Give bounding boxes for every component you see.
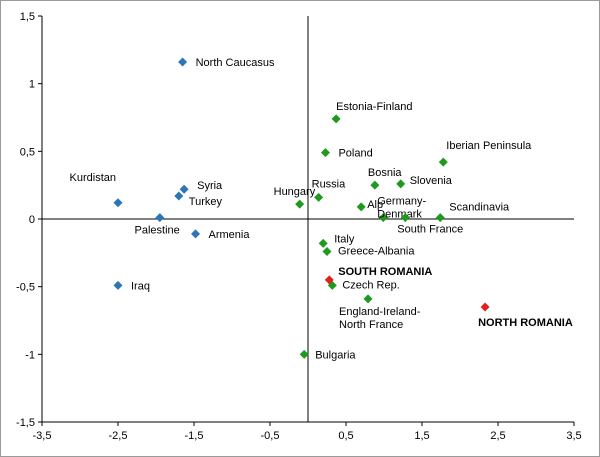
point-armenia [191,229,201,239]
point-label-iberian-peninsula: Iberian Peninsula [446,140,532,152]
point-south-france [400,213,410,223]
point-label-hungary: Hungary [274,186,316,198]
x-tick-label: -1,5 [185,430,204,442]
point-palestine [155,213,165,223]
point-label-south-romania: SOUTH ROMANIA [338,266,432,278]
y-tick-label: 0 [29,214,35,226]
x-tick-label: -0,5 [261,430,280,442]
point-label-poland: Poland [338,148,372,160]
y-tick-label: -1,5 [16,417,35,429]
point-italy [318,238,328,248]
point-label-bosnia: Bosnia [368,167,403,179]
point-label-czech-rep: Czech Rep. [342,279,399,291]
x-tick-label: -3,5 [33,430,52,442]
x-tick-label: -2,5 [109,430,128,442]
plot-area: -3,5 -2,5 -1,5 -0,5 0,5 1,5 2,5 3,5 1,5 1 0,5 0 -0,5… [16,11,582,442]
point-label-slovenia: Slovenia [410,175,453,187]
y-tick-label: 1 [29,79,35,91]
point-label-syria: Syria [197,180,223,192]
point-label-italy: Italy [334,233,355,245]
point-iberian-peninsula [438,157,448,167]
point-label-england-ireland-north-france: England-Ireland-North France [339,306,421,331]
point-label-south-france: South France [397,224,463,236]
point-label-iraq: Iraq [131,280,150,292]
point-scandinavia [435,213,445,223]
x-tick-label: 3,5 [566,430,581,442]
y-tick-label: 0,5 [20,146,35,158]
point-england-ireland-north-france [363,294,373,304]
point-poland [320,148,330,158]
point-label-north-romania: NORTH ROMANIA [478,317,573,329]
y-tick-label: -0,5 [16,282,35,294]
point-label-alp: Alp [367,199,383,211]
point-label-kurdistan: Kurdistan [70,172,116,184]
point-bosnia [370,180,380,190]
point-label-armenia: Armenia [209,229,251,241]
x-tick-label: 0,5 [338,430,353,442]
point-syria [179,184,189,194]
point-germany-denmark [378,213,388,223]
point-label-russia: Russia [312,178,347,190]
point-greece-albania [322,246,332,256]
y-tick-label: 1,5 [20,11,35,23]
point-label-palestine: Palestine [135,225,180,237]
point-turkey [174,191,184,201]
point-south-romania [324,275,334,285]
point-north-caucasus [178,57,188,67]
x-tick-label: 1,5 [414,430,429,442]
point-label-scandinavia: Scandinavia [449,202,510,214]
point-bulgaria [299,349,309,359]
point-slovenia [396,179,406,189]
point-label-turkey: Turkey [189,196,223,208]
point-estonia-finland [331,114,341,124]
point-hungary [295,199,305,209]
point-label-north-caucasus: North Caucasus [196,57,275,69]
point-label-estonia-finland: Estonia-Finland [336,101,412,113]
point-kurdistan [113,198,123,208]
point-russia [314,192,324,202]
y-tick-label: -1 [25,349,35,361]
point-label-bulgaria: Bulgaria [315,349,356,361]
point-north-romania [480,302,490,312]
point-label-germany-denmark: Germany-Denmark [377,196,426,221]
point-label-greece-albania: Greece-Albania [338,245,415,257]
point-iraq [113,280,123,290]
x-tick-label: 2,5 [490,430,505,442]
point-alp [356,202,366,212]
